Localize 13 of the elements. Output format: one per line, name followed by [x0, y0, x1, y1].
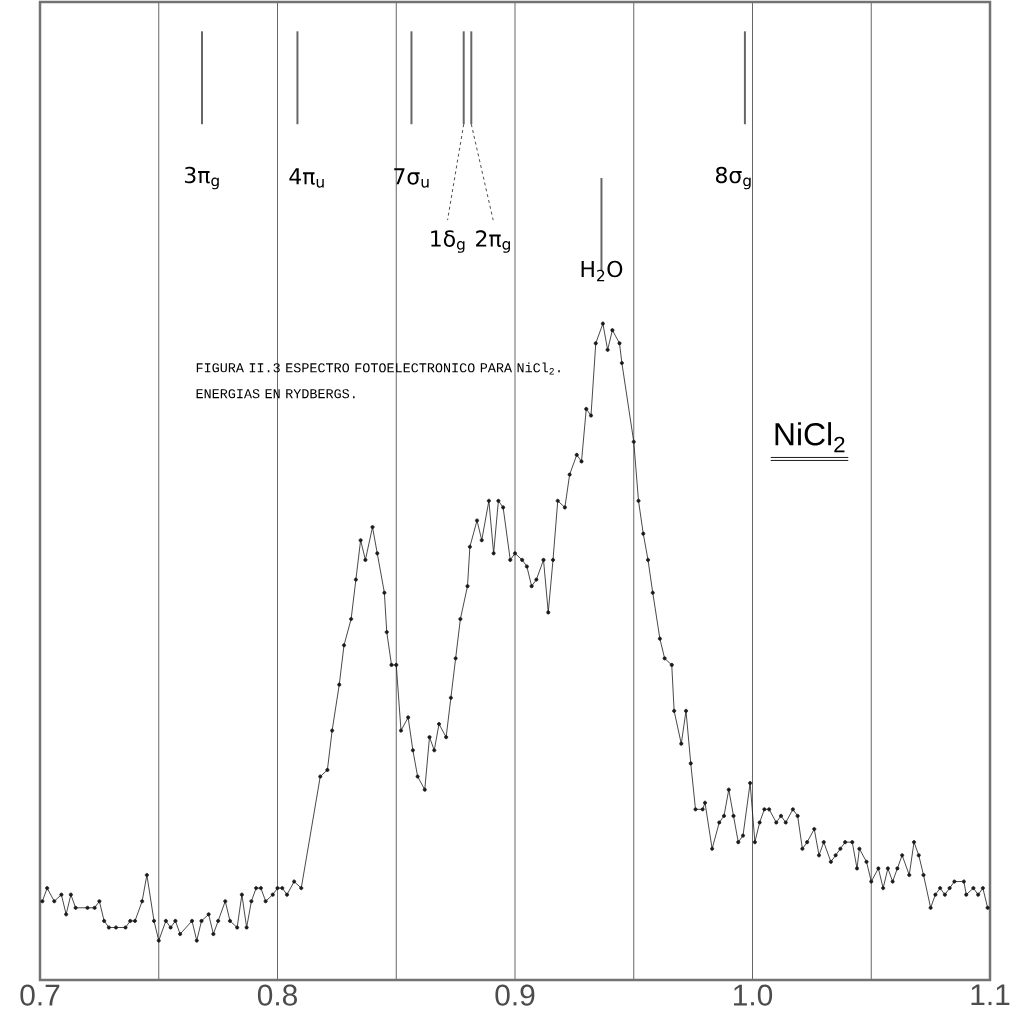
- x-tick-label: 1.0: [734, 984, 773, 1006]
- x-tick-label: 0.9: [495, 984, 535, 1006]
- text: H$_{2}$O: [581, 260, 623, 282]
- x-tick-label: 1.1: [971, 984, 1010, 1006]
- text: 2π$_{g}$: [476, 230, 510, 253]
- text: 8σ$_{g}$: [715, 166, 751, 190]
- text: 3π$_{g}$: [184, 166, 219, 190]
- x-tick-label: 0.7: [20, 984, 60, 1006]
- annotation: NiCl$_{2}$: [775, 422, 845, 453]
- x-tick-label: 0.8: [257, 984, 297, 1006]
- text: 7σ$_{u}$: [394, 168, 429, 188]
- text: 4π$_{u}$: [289, 168, 324, 188]
- text: 1δ$_{g}$: [431, 230, 465, 253]
